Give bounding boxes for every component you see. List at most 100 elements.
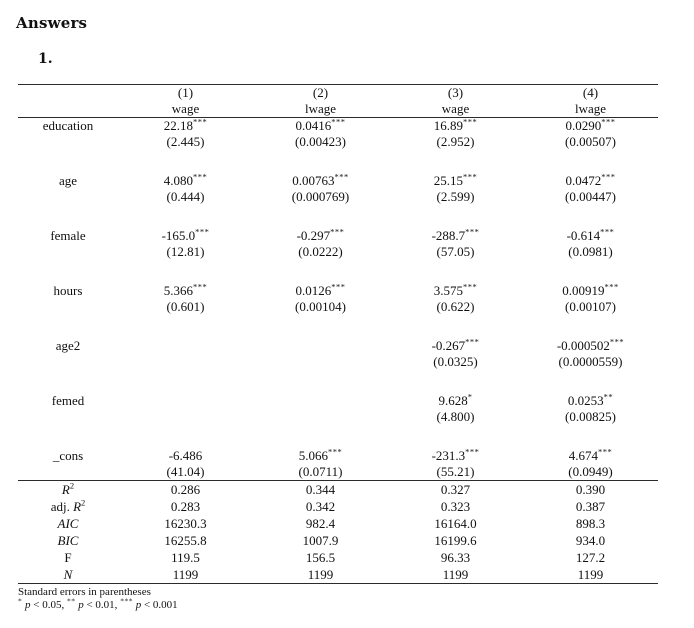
se-cell: (0.622) [436, 299, 475, 314]
stat-value: 16199.6 [434, 533, 477, 548]
se-cell: (12.81) [166, 244, 205, 259]
stat-value: 0.344 [305, 482, 336, 497]
coef-cell [118, 393, 253, 409]
table-footnotes: Standard errors in parentheses * p < 0.0… [18, 586, 694, 612]
question-number: 1. [38, 51, 53, 67]
significance-stars: *** [465, 336, 480, 347]
table-row: (2.445) (0.00423) (2.952) (0.00507) [18, 134, 658, 150]
se-cell: (0.0981) [568, 244, 613, 259]
significance-stars: *** [463, 116, 478, 127]
table-row: _cons -6.486 5.066*** -231.3*** 4.674*** [18, 446, 658, 464]
stat-value: 0.390 [575, 482, 606, 497]
spacer-row [18, 315, 658, 338]
se-cell: (2.952) [436, 134, 475, 149]
se-cell [253, 354, 388, 370]
stat-label: R2 [61, 480, 75, 497]
significance-stars: *** [328, 446, 343, 457]
table-row: (12.81) (0.0222) (57.05) (0.0981) [18, 244, 658, 260]
table-row: (0.601) (0.00104) (0.622) (0.00107) [18, 299, 658, 315]
significance-stars: *** [465, 226, 480, 237]
regression-table: (1) (2) (3) (4) wage lwage wage lwage ed… [18, 84, 658, 584]
coef-cell: 0.0472*** [565, 171, 616, 188]
coef-cell: 0.0253** [567, 391, 614, 408]
se-cell: (0.601) [166, 299, 205, 314]
significance-stars: *** [463, 281, 478, 292]
significance-stars: *** [193, 281, 208, 292]
significance-stars: *** [463, 171, 478, 182]
coef-cell: 4.674*** [568, 446, 613, 463]
spacer-row [18, 425, 658, 448]
table-row: hours 5.366*** 0.0126*** 3.575*** 0.0091… [18, 281, 658, 299]
significance-stars: *** [331, 281, 346, 292]
dependent-variable: lwage [574, 101, 607, 116]
coef-cell: 3.575*** [433, 281, 478, 298]
stat-value: 898.3 [575, 516, 606, 531]
stat-label: F [64, 550, 72, 565]
coef-cell: 22.18*** [163, 116, 208, 133]
se-cell: (0.00104) [295, 299, 346, 314]
model-number: (3) [447, 85, 464, 100]
stat-value: 127.2 [575, 550, 606, 565]
stat-row-r2: R2 0.286 0.344 0.327 0.390 [18, 481, 658, 499]
se-cell: (0.0325) [433, 354, 478, 369]
model-number: (2) [312, 85, 329, 100]
stat-value: 1199 [442, 567, 469, 582]
variable-label: hours [53, 283, 83, 298]
coef-cell: -0.000502*** [556, 336, 625, 353]
stat-value: 1199 [577, 567, 604, 582]
stat-value: 0.286 [170, 482, 201, 497]
coef-cell: -6.486 [168, 448, 203, 463]
significance-stars: *** [193, 171, 208, 182]
page-title: Answers [16, 14, 88, 32]
significance-stars: *** [330, 226, 345, 237]
model-number-row: (1) (2) (3) (4) [18, 85, 658, 102]
variable-label: age2 [55, 338, 81, 353]
coef-cell: 9.628* [438, 391, 473, 408]
model-number: (1) [177, 85, 194, 100]
stat-value: 119.5 [171, 550, 200, 565]
stat-row-bic: BIC 16255.8 1007.9 16199.6 934.0 [18, 532, 658, 549]
significance-stars: * [467, 391, 473, 402]
coef-cell: 25.15*** [433, 171, 478, 188]
se-cell: (41.04) [166, 464, 205, 479]
variable-label: femed [51, 393, 85, 408]
se-cell: (4.800) [436, 409, 475, 424]
stat-value: 1199 [307, 567, 334, 582]
significance-stars: *** [465, 446, 480, 457]
significance-stars: *** [600, 226, 615, 237]
coef-cell: 0.0126*** [295, 281, 346, 298]
model-statistics: R2 0.286 0.344 0.327 0.390 adj. R2 0.283… [18, 480, 658, 584]
variable-label: _cons [52, 448, 84, 463]
stat-value: 16164.0 [434, 516, 477, 531]
stat-value: 96.33 [440, 550, 471, 565]
coef-cell: 0.00763*** [292, 171, 349, 188]
se-cell: (0.0222) [298, 244, 343, 259]
se-cell: (2.445) [166, 134, 205, 149]
coef-cell [253, 338, 388, 354]
coef-cell: -288.7*** [431, 226, 480, 243]
significance-stars: *** [331, 116, 346, 127]
se-cell: (0.00447) [565, 189, 616, 204]
stat-label: AIC [57, 516, 79, 531]
stat-value: 0.327 [440, 482, 471, 497]
dependent-variable: wage [171, 101, 200, 116]
stat-row-adj-r2: adj. R2 0.283 0.342 0.323 0.387 [18, 498, 658, 515]
significance-stars: *** [609, 336, 625, 347]
se-cell: (2.599) [436, 189, 475, 204]
stat-label: BIC [57, 533, 79, 548]
table-row: female -165.0*** -0.297*** -288.7*** -0.… [18, 226, 658, 244]
table-row: (4.800) (0.00825) [18, 409, 658, 425]
se-cell: (0.00507) [565, 134, 616, 149]
coef-cell: 5.366*** [163, 281, 208, 298]
stat-row-f: F 119.5 156.5 96.33 127.2 [18, 549, 658, 566]
se-cell: (0.00423) [295, 134, 346, 149]
table-header: (1) (2) (3) (4) wage lwage wage lwage [18, 85, 658, 118]
table-row: (0.0325) (0.0000559) [18, 354, 658, 370]
se-cell: (0.444) [166, 189, 205, 204]
stat-value: 0.283 [170, 499, 201, 514]
se-cell: (0.0949) [568, 464, 613, 479]
dependent-variable-row: wage lwage wage lwage [18, 101, 658, 118]
se-cell [253, 409, 388, 425]
stat-value: 1007.9 [302, 533, 339, 548]
se-cell [118, 354, 253, 370]
